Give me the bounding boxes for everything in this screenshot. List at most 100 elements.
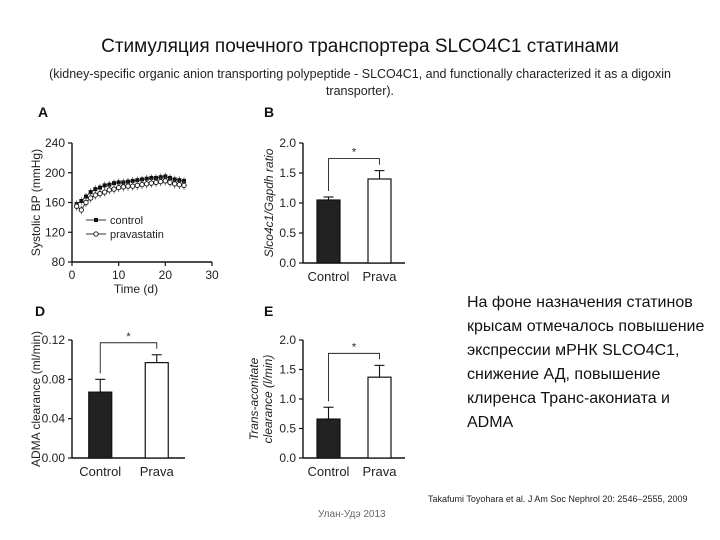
data-point-pravastatin bbox=[106, 187, 112, 193]
significance-bracket bbox=[328, 352, 380, 402]
data-point-pravastatin bbox=[162, 178, 168, 184]
data-point-control bbox=[130, 178, 135, 183]
data-point-control bbox=[135, 178, 140, 183]
data-point-control bbox=[116, 180, 121, 185]
series-line-control bbox=[76, 175, 185, 205]
legend-marker bbox=[94, 218, 98, 222]
significance-marker: * bbox=[126, 331, 131, 343]
x-tick-label: Control bbox=[308, 464, 350, 479]
data-point-pravastatin bbox=[172, 181, 178, 187]
data-point-control bbox=[74, 201, 79, 206]
data-point-pravastatin bbox=[78, 207, 84, 213]
data-point-pravastatin bbox=[83, 199, 89, 206]
panel-label-b: B bbox=[264, 104, 274, 120]
significance-bracket bbox=[328, 158, 380, 191]
data-point-pravastatin bbox=[74, 203, 80, 209]
y-tick-label: 0.08 bbox=[42, 372, 66, 386]
data-point-control bbox=[182, 178, 186, 183]
y-tick-label: 240 bbox=[45, 136, 65, 150]
y-tick-label: 120 bbox=[45, 225, 65, 239]
data-point-pravastatin bbox=[176, 181, 182, 188]
data-point-control bbox=[168, 175, 172, 180]
bar-prava bbox=[367, 178, 392, 264]
y-tick-label: 0.12 bbox=[42, 333, 66, 347]
y-tick-label: 2.0 bbox=[279, 333, 296, 347]
data-point-control bbox=[121, 180, 126, 185]
data-point-control bbox=[107, 182, 112, 187]
data-point-pravastatin bbox=[116, 184, 122, 191]
y-tick-label: 0.0 bbox=[279, 451, 296, 465]
data-point-control bbox=[172, 177, 177, 182]
data-point-control bbox=[98, 185, 102, 190]
bar-control bbox=[88, 391, 113, 459]
x-tick-label: Prava bbox=[140, 464, 175, 479]
y-tick-label: 0.00 bbox=[42, 451, 66, 465]
data-point-pravastatin bbox=[120, 184, 126, 190]
slide-subtitle: (kidney-specific organic anion transport… bbox=[49, 67, 671, 98]
y-tick-label: 80 bbox=[52, 255, 66, 269]
bar-control bbox=[316, 418, 341, 459]
x-tick-label: Control bbox=[308, 269, 350, 284]
y-tick-label: 1.0 bbox=[279, 392, 296, 406]
y-axis-label: clearance (l/min) bbox=[261, 355, 275, 444]
significance-marker: * bbox=[352, 341, 357, 353]
y-tick-label: 1.0 bbox=[279, 196, 296, 210]
footer-citation: Takafumi Toyohara et al. J Am Soc Nephro… bbox=[428, 494, 688, 504]
significance-marker: * bbox=[352, 147, 357, 159]
y-tick-label: 160 bbox=[45, 196, 65, 210]
data-point-pravastatin bbox=[148, 180, 154, 186]
data-point-control bbox=[88, 190, 93, 195]
data-point-control bbox=[154, 175, 158, 180]
bar-control bbox=[316, 199, 341, 264]
x-axis-label: Time (d) bbox=[114, 282, 158, 296]
y-tick-label: 1.5 bbox=[279, 166, 296, 180]
y-tick-label: 0.04 bbox=[42, 412, 66, 426]
y-tick-label: 0.0 bbox=[279, 256, 296, 270]
y-axis-label: ADMA clearance (ml/min) bbox=[29, 331, 43, 467]
data-point-control bbox=[158, 175, 163, 180]
panel-label-d: D bbox=[35, 303, 45, 319]
data-point-pravastatin bbox=[158, 179, 164, 185]
x-tick-label: Control bbox=[79, 464, 121, 479]
data-point-control bbox=[93, 187, 98, 192]
legend-entry: pravastatin bbox=[110, 229, 164, 241]
x-tick-label: 0 bbox=[69, 268, 76, 282]
y-axis-label: Trans-aconitate bbox=[247, 357, 261, 440]
data-point-pravastatin bbox=[97, 190, 103, 197]
panel-label-e: E bbox=[264, 303, 273, 319]
data-point-pravastatin bbox=[88, 195, 94, 201]
series-line-pravastatin bbox=[76, 180, 185, 211]
data-point-pravastatin bbox=[134, 182, 140, 189]
legend-entry: control bbox=[110, 215, 143, 227]
data-point-control bbox=[126, 179, 130, 184]
panel-label-a: A bbox=[38, 104, 48, 120]
data-point-pravastatin bbox=[167, 179, 173, 186]
data-point-control bbox=[102, 183, 107, 188]
data-point-pravastatin bbox=[125, 183, 131, 189]
x-tick-label: 10 bbox=[112, 268, 126, 282]
bar-prava bbox=[144, 362, 169, 459]
data-point-control bbox=[140, 177, 144, 182]
data-point-control bbox=[177, 178, 182, 183]
data-point-control bbox=[149, 175, 154, 180]
data-point-control bbox=[144, 176, 149, 181]
legend-marker bbox=[93, 231, 99, 237]
y-tick-label: 1.5 bbox=[279, 363, 296, 377]
data-point-pravastatin bbox=[153, 179, 159, 186]
y-tick-label: 200 bbox=[45, 166, 65, 180]
data-point-pravastatin bbox=[102, 189, 108, 195]
summary-note: На фоне назначения статинов крысам отмеч… bbox=[467, 294, 705, 431]
x-tick-label: 30 bbox=[205, 268, 219, 282]
y-axis-label: Slco4c1/Gapdh ratio bbox=[262, 148, 276, 257]
y-axis-label: Systolic BP (mmHg) bbox=[29, 149, 43, 256]
data-point-pravastatin bbox=[181, 182, 187, 189]
x-tick-label: 20 bbox=[159, 268, 173, 282]
y-tick-label: 2.0 bbox=[279, 136, 296, 150]
data-point-control bbox=[84, 194, 88, 199]
data-point-control bbox=[79, 199, 84, 204]
data-point-control bbox=[163, 174, 168, 179]
x-tick-label: Prava bbox=[363, 464, 398, 479]
y-tick-label: 0.5 bbox=[279, 422, 296, 436]
slide-title: Стимуляция почечного транспортера SLCO4C… bbox=[101, 36, 619, 57]
bar-prava bbox=[367, 376, 392, 459]
